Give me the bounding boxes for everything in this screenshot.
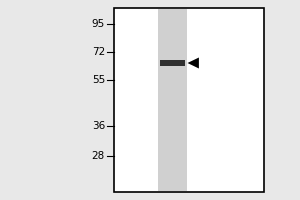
Text: 55: 55 [92, 75, 105, 85]
Text: 36: 36 [92, 121, 105, 131]
Text: 72: 72 [92, 47, 105, 57]
Bar [114, 8, 264, 192]
Bar [160, 60, 185, 66]
Bar [158, 9, 187, 191]
Text: 28: 28 [92, 151, 105, 161]
Polygon shape [188, 58, 199, 68]
Text: 95: 95 [92, 19, 105, 29]
